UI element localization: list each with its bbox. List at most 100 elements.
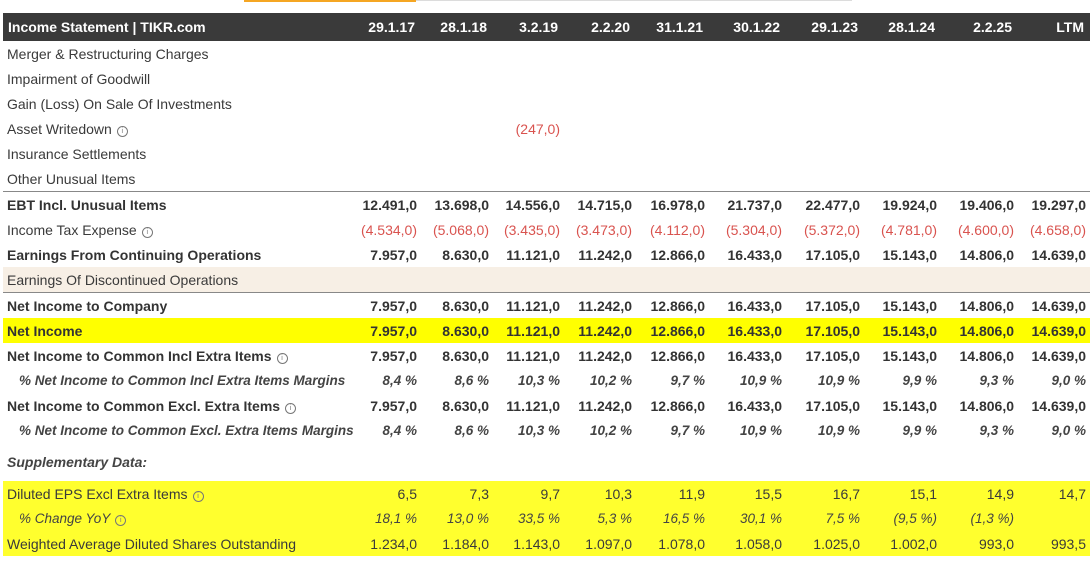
table-cell (421, 41, 493, 66)
period-header[interactable]: 2.2.25 (973, 19, 1012, 35)
period-header[interactable]: 30.1.22 (733, 19, 780, 35)
table-cell: 12.866,0 (650, 397, 706, 414)
table-cell: 11.242,0 (564, 318, 636, 343)
table-cell: 9,0 % (1051, 423, 1086, 438)
table-row-net-income: Net Income 7.957,0 8.630,0 11.121,0 11.242,0… (3, 318, 1090, 343)
row-label-text: % Change YoY (19, 511, 111, 526)
table-cell: 14.639,0 (1031, 397, 1087, 414)
period-header[interactable]: 28.1.18 (440, 19, 487, 35)
table-cell: 15.143,0 (882, 397, 938, 414)
row-label: Gain (Loss) On Sale Of Investments (3, 91, 353, 116)
table-cell (1018, 91, 1090, 116)
table-cell: 9,3 % (979, 423, 1014, 438)
table-cell (636, 41, 709, 66)
table-cell: 14.806,0 (941, 292, 1018, 318)
table-cell: 6,5 (353, 481, 421, 506)
table-cell (709, 443, 786, 481)
period-header[interactable]: 28.1.24 (888, 19, 935, 35)
table-cell (786, 66, 864, 91)
table-cell: 8.630,0 (442, 397, 489, 414)
table-cell: 14.639,0 (1018, 292, 1090, 318)
table-cell (564, 41, 636, 66)
table-cell (421, 267, 493, 293)
period-header[interactable]: LTM (1056, 19, 1084, 35)
row-label: Earnings From Continuing Operations (3, 242, 353, 267)
period-header[interactable]: 29.1.17 (368, 19, 415, 35)
table-cell: (5.304,0) (725, 221, 782, 238)
table-row-other-unusual: Other Unusual Items (3, 166, 1090, 192)
table-cell (493, 443, 564, 481)
table-cell: 9,7 % (670, 373, 705, 388)
info-circle-icon[interactable]: i (115, 515, 127, 526)
table-row-gain-loss: Gain (Loss) On Sale Of Investments (3, 91, 1090, 116)
table-cell: 17.105,0 (786, 292, 864, 318)
table-row-merger: Merger & Restructuring Charges (3, 41, 1090, 66)
info-circle-icon[interactable]: i (192, 490, 204, 502)
info-circle-icon[interactable]: i (285, 402, 297, 414)
row-label: Asset Writedown i (3, 116, 353, 141)
table-cell (864, 141, 941, 166)
table-cell (786, 166, 864, 192)
period-header[interactable]: 3.2.19 (519, 19, 558, 35)
table-cell: 14.806,0 (941, 318, 1018, 343)
table-cell: (9,5 %) (864, 506, 941, 531)
period-header[interactable]: 2.2.20 (591, 19, 630, 35)
table-cell: 15.143,0 (882, 347, 938, 364)
info-circle-icon[interactable]: i (276, 352, 288, 364)
row-label-text: Impairment of Goodwill (7, 70, 151, 87)
table-row-supplementary: Supplementary Data: (3, 443, 1090, 481)
table-cell: 11,9 (636, 481, 709, 506)
table-cell (564, 91, 636, 116)
table-row-eps-change: % Change YoY i 18,1 % 13,0 % 33,5 % 5,3 % 16,5… (3, 506, 1090, 531)
table-cell (786, 41, 864, 66)
table-cell (1018, 267, 1090, 293)
table-row-insurance: Insurance Settlements (3, 141, 1090, 166)
table-cell (864, 116, 941, 141)
table-cell: 11.242,0 (578, 397, 632, 414)
table-cell (636, 116, 709, 141)
table-cell: 8.630,0 (442, 347, 489, 364)
table-cell: 14.715,0 (564, 191, 636, 217)
table-cell: 12.866,0 (636, 292, 709, 318)
row-label-text: Supplementary Data: (7, 454, 148, 470)
table-cell (1018, 41, 1090, 66)
table-cell: 22.477,0 (786, 191, 864, 217)
table-cell (709, 91, 786, 116)
table-row-ni-common-incl-margin: % Net Income to Common Incl Extra Items … (3, 368, 1090, 393)
table-cell (786, 267, 864, 293)
row-label-text: Other Unusual Items (7, 170, 136, 187)
table-cell (864, 443, 941, 481)
row-label-text: Income Tax Expense (7, 221, 137, 238)
top-accent-bar (244, 0, 416, 2)
period-header[interactable]: 29.1.23 (811, 19, 858, 35)
row-label: Insurance Settlements (3, 141, 353, 166)
table-cell: 13,0 % (421, 506, 493, 531)
table-cell: 15.143,0 (882, 246, 938, 263)
table-row-tax: Income Tax Expense i (4.534,0) (5.068,0) (3.… (3, 217, 1090, 242)
table-cell (1018, 506, 1090, 531)
table-cell (564, 166, 636, 192)
info-circle-icon[interactable]: i (141, 226, 153, 238)
row-label-text: % Net Income to Common Incl Extra Items … (19, 373, 346, 388)
table-cell: 14.639,0 (1031, 347, 1087, 364)
table-cell: (247,0) (515, 120, 560, 137)
table-cell (353, 443, 421, 481)
table-cell (493, 141, 564, 166)
period-header[interactable]: 31.1.21 (656, 19, 703, 35)
table-cell: 993,0 (941, 531, 1018, 556)
table-cell: 8.630,0 (421, 318, 493, 343)
row-label-text: Diluted EPS Excl Extra Items (7, 485, 188, 502)
table-cell: 10,2 % (589, 423, 632, 438)
table-cell: (4.658,0) (1029, 221, 1086, 238)
table-cell (353, 91, 421, 116)
table-cell: 16,5 % (636, 506, 709, 531)
info-circle-icon[interactable]: i (116, 125, 128, 137)
table-row-asset-writedown: Asset Writedown i (247,0) (3, 116, 1090, 141)
table-cell: (5.372,0) (803, 221, 860, 238)
table-row-ni-common-excl: Net Income to Common Excl. Extra Items i 7… (3, 393, 1090, 418)
row-label-text: Weighted Average Diluted Shares Outstand… (7, 535, 297, 552)
table-cell: (3.473,0) (575, 221, 632, 238)
row-label: % Net Income to Common Incl Extra Items … (3, 368, 353, 393)
table-row-discontinued: Earnings Of Discontinued Operations (3, 267, 1090, 293)
table-cell: 16,7 (786, 481, 864, 506)
